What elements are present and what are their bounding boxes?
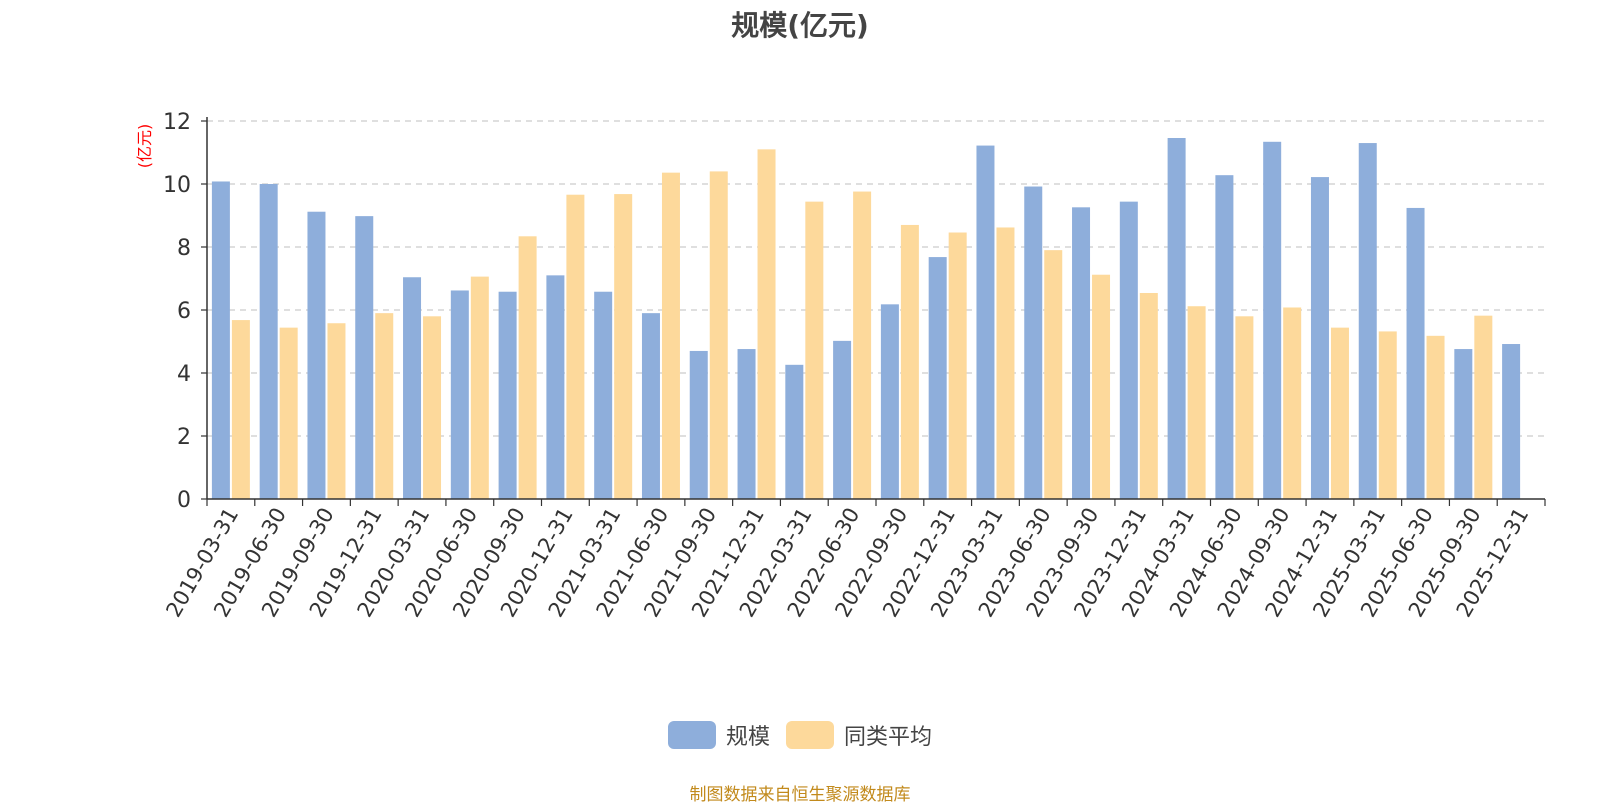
bar-peer-average bbox=[948, 232, 967, 499]
bar-peer-average bbox=[709, 171, 728, 499]
y-tick-label: 4 bbox=[177, 362, 191, 387]
bar-peer-average bbox=[1378, 331, 1397, 499]
bar-scale bbox=[880, 304, 899, 499]
source-note: 制图数据来自恒生聚源数据库 bbox=[689, 785, 911, 805]
bar-peer-average bbox=[757, 149, 776, 499]
bar-peer-average bbox=[1283, 307, 1302, 499]
y-tick-labels: 0 2 4 6 8 10 12 bbox=[163, 110, 191, 513]
bar-peer-average bbox=[518, 236, 537, 500]
bar-scale bbox=[1215, 175, 1234, 499]
legend-swatch-scale bbox=[667, 721, 716, 749]
bar-scale bbox=[1358, 143, 1377, 500]
bar-scale bbox=[498, 291, 517, 499]
bars bbox=[211, 138, 1521, 500]
bar-scale bbox=[833, 340, 852, 499]
bar-scale bbox=[785, 364, 804, 499]
y-tick-label: 2 bbox=[177, 425, 191, 450]
bar-peer-average bbox=[375, 313, 394, 499]
bar-scale bbox=[689, 350, 708, 499]
bar-scale bbox=[1502, 344, 1521, 499]
legend-swatch-peer-average bbox=[786, 721, 834, 749]
y-tick-label: 12 bbox=[163, 110, 191, 135]
bar-scale bbox=[450, 290, 469, 499]
legend-label-peer-average: 同类平均 bbox=[844, 725, 933, 750]
bar-scale bbox=[976, 145, 995, 499]
bar-peer-average bbox=[1187, 306, 1206, 499]
bar-scale bbox=[1263, 141, 1282, 500]
bar-scale bbox=[211, 181, 230, 500]
bar-scale bbox=[259, 184, 278, 499]
bar-scale bbox=[546, 275, 565, 499]
bar-peer-average bbox=[1235, 316, 1254, 499]
bar-scale bbox=[737, 349, 756, 499]
bar-scale bbox=[928, 257, 947, 499]
y-tick-label: 10 bbox=[163, 173, 191, 198]
bar-chart: (亿元) 0 2 4 6 8 10 12 2019-03-312019-06-302019-… bbox=[135, 110, 1546, 622]
chart-title: 规模(亿元) bbox=[731, 9, 869, 42]
bar-peer-average bbox=[1330, 327, 1349, 499]
bar-scale bbox=[1167, 138, 1186, 499]
legend-item-scale[interactable]: 规模 bbox=[667, 719, 770, 751]
bar-scale bbox=[1406, 207, 1425, 499]
axes bbox=[206, 117, 1546, 506]
bar-peer-average bbox=[1092, 274, 1111, 499]
bar-scale bbox=[355, 216, 374, 499]
x-tick-labels: 2019-03-312019-06-302019-09-302019-12-31… bbox=[161, 504, 1533, 622]
legend-item-peer-average[interactable]: 同类平均 bbox=[786, 719, 932, 751]
bar-peer-average bbox=[1044, 250, 1063, 499]
y-tick-label: 6 bbox=[177, 299, 191, 324]
bar-scale bbox=[403, 277, 422, 499]
bar-scale bbox=[1119, 201, 1138, 499]
bar-peer-average bbox=[900, 224, 919, 499]
bar-scale bbox=[594, 291, 613, 499]
bar-scale bbox=[1024, 186, 1043, 499]
bar-peer-average bbox=[327, 323, 346, 499]
bar-scale bbox=[1454, 349, 1473, 499]
bar-peer-average bbox=[279, 327, 298, 499]
y-tick-label: 8 bbox=[177, 236, 191, 261]
bar-peer-average bbox=[1139, 292, 1158, 499]
bar-peer-average bbox=[470, 276, 489, 499]
bar-peer-average bbox=[661, 172, 680, 499]
bar-scale bbox=[307, 211, 326, 499]
bar-peer-average bbox=[1474, 315, 1493, 499]
legend: 规模 同类平均 bbox=[0, 719, 1600, 751]
bar-peer-average bbox=[853, 191, 872, 499]
bar-peer-average bbox=[231, 320, 250, 499]
bar-peer-average bbox=[1426, 335, 1445, 499]
bar-peer-average bbox=[566, 194, 585, 499]
bar-scale bbox=[1310, 177, 1329, 499]
bar-peer-average bbox=[614, 194, 633, 499]
bar-scale bbox=[641, 313, 660, 499]
legend-label-scale: 规模 bbox=[725, 725, 770, 750]
bar-peer-average bbox=[423, 316, 442, 499]
y-tick-label: 0 bbox=[177, 488, 191, 513]
bar-peer-average bbox=[805, 201, 824, 499]
y-axis-unit-label: (亿元) bbox=[135, 124, 154, 169]
bar-scale bbox=[1072, 207, 1091, 499]
bar-peer-average bbox=[996, 227, 1015, 499]
